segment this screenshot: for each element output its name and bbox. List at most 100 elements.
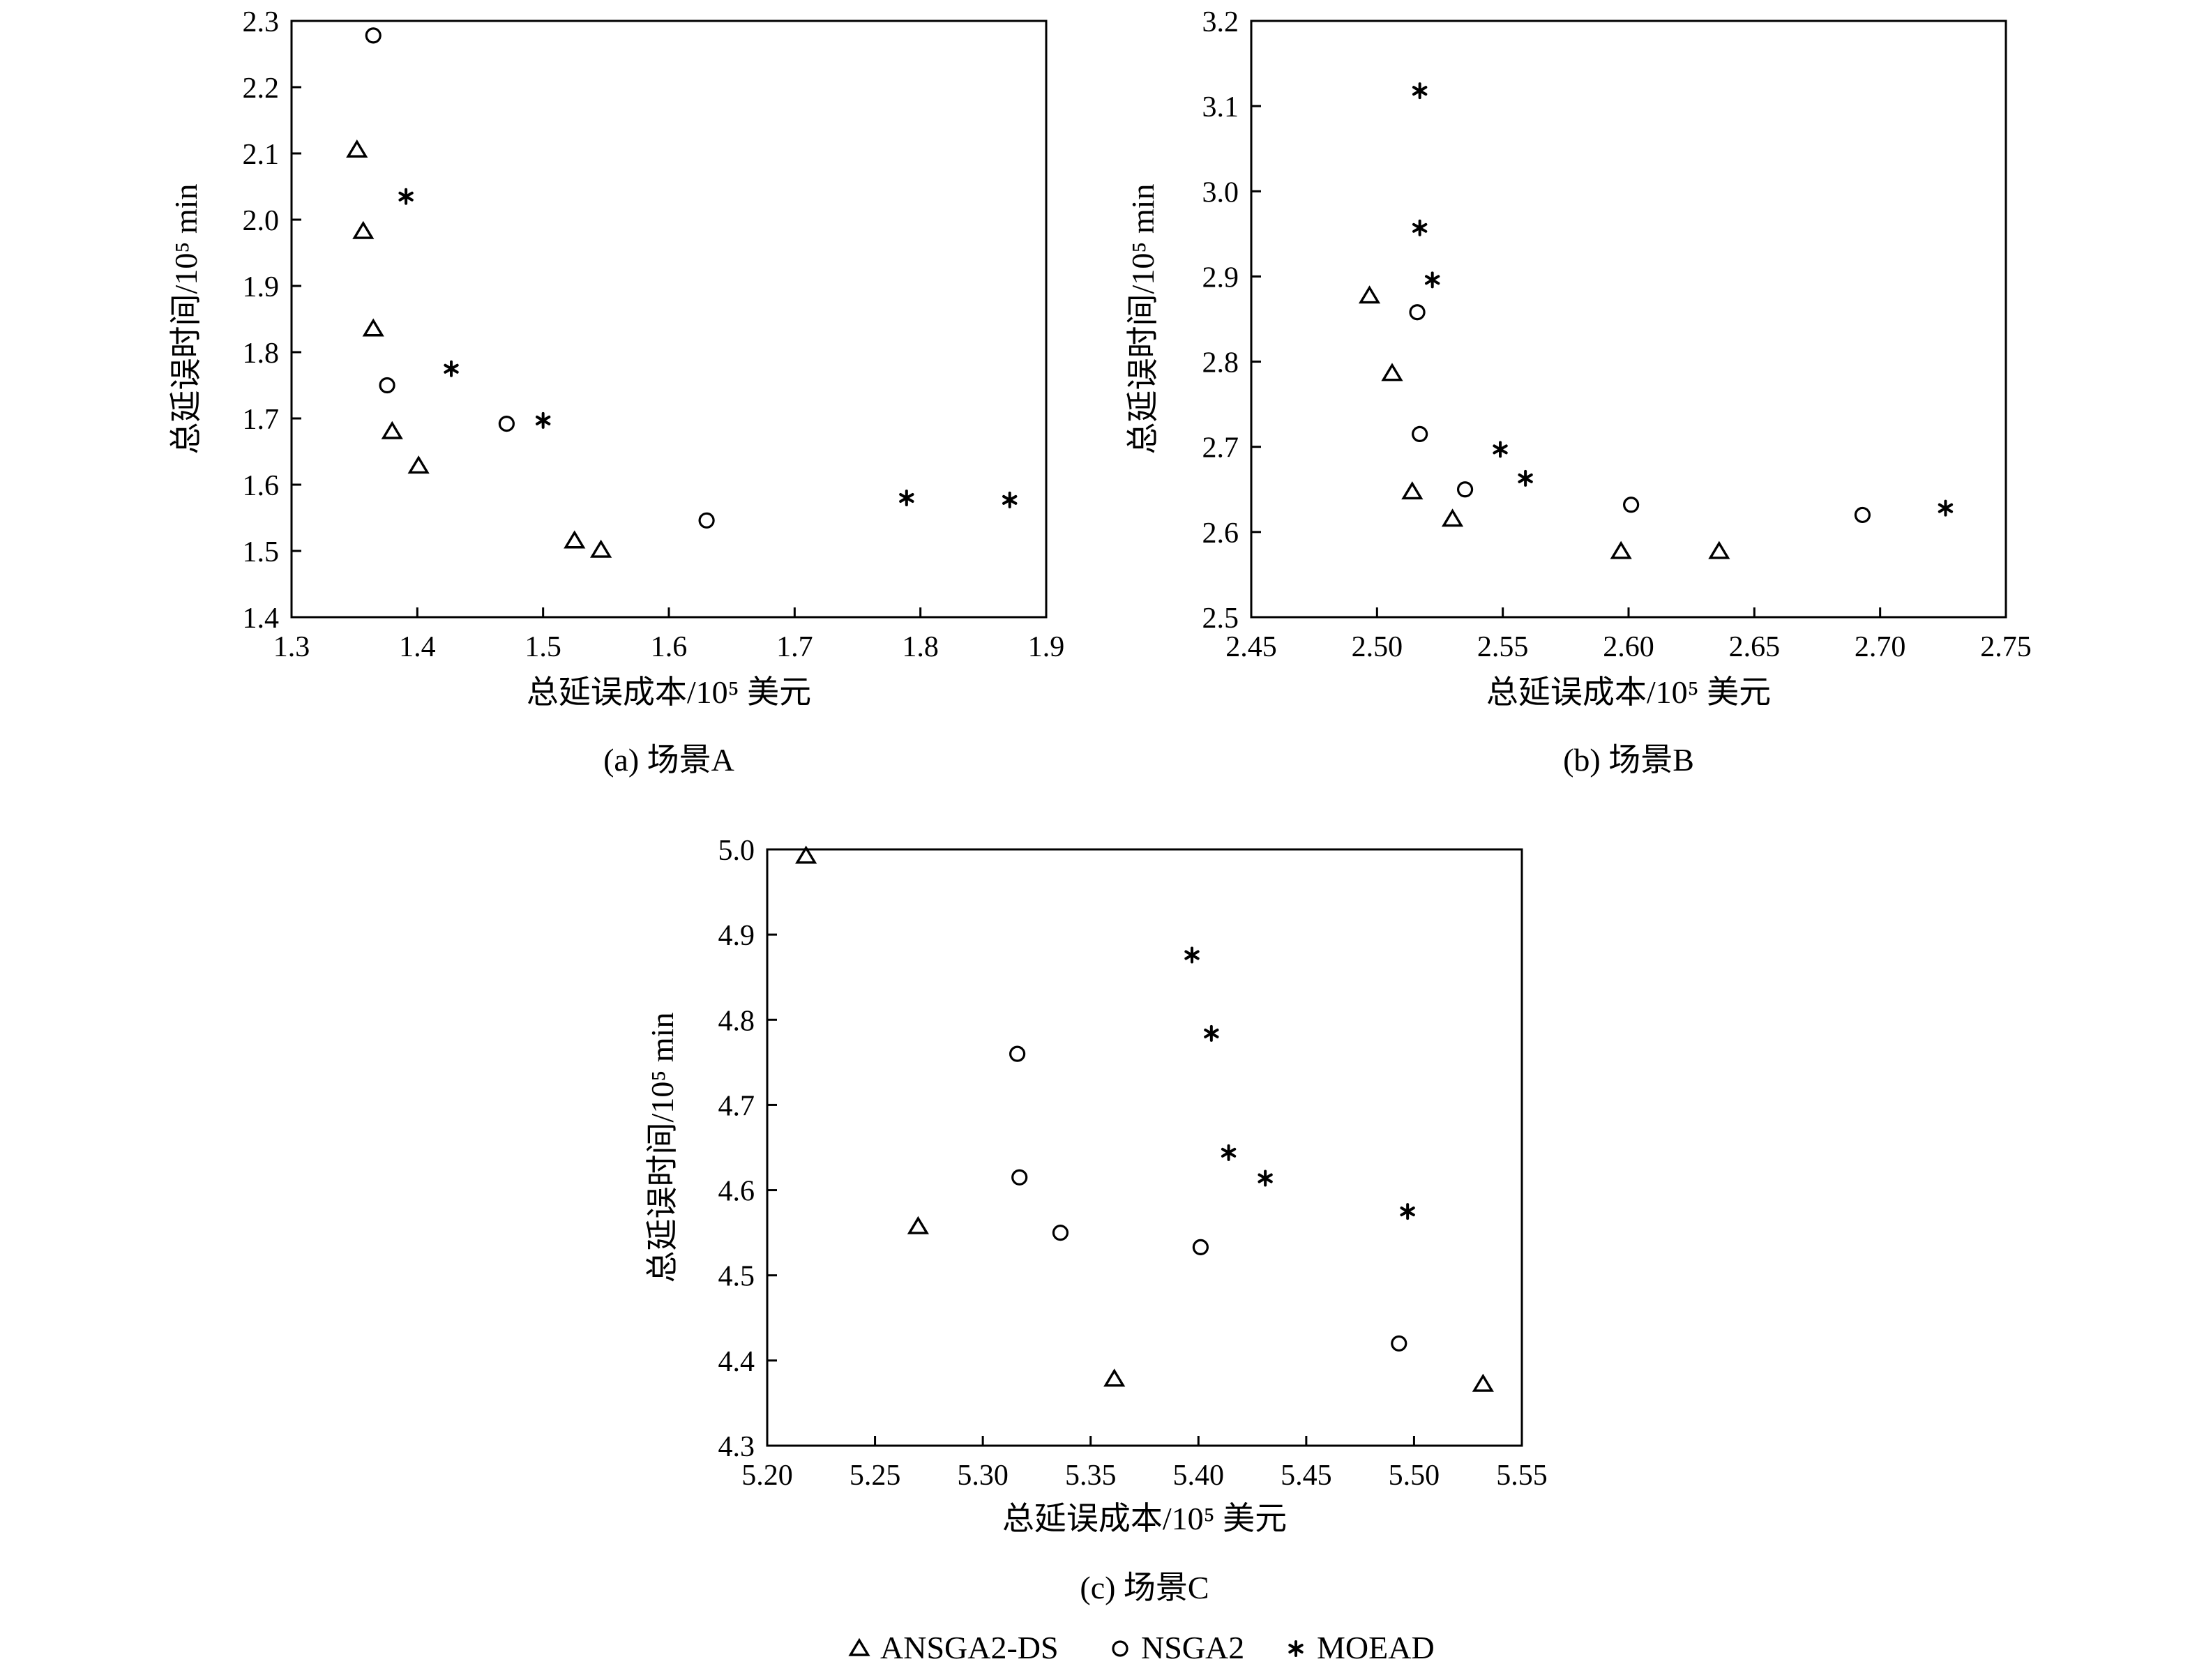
y-tick-label: 2.2 <box>243 73 280 105</box>
triangle-point <box>795 845 817 864</box>
asterisk-point <box>1002 491 1018 508</box>
x-tick-label: 5.50 <box>1389 1460 1440 1492</box>
y-tick-label: 2.3 <box>243 6 280 38</box>
legend-asterisk-marker <box>1288 1640 1304 1657</box>
triangle-point <box>1441 508 1464 527</box>
x-tick-label: 2.55 <box>1477 631 1529 663</box>
series-NSGA2 <box>1409 304 1871 524</box>
triangle-point <box>1103 1368 1126 1387</box>
chart-panel-0: 1.3 1.4 1.5 1.6 1.7 1.8 1.91.41.51.61.71.81.92… <box>168 6 1064 778</box>
y-axis-label: 总延误时间/10⁵ min <box>168 184 204 455</box>
triangle-point <box>907 1216 930 1234</box>
x-tick-label: 1.8 <box>902 631 939 663</box>
y-tick-label: 2.1 <box>243 139 280 171</box>
triangle-point <box>1472 1373 1494 1392</box>
asterisk-point <box>1493 441 1508 458</box>
circle-point <box>1409 304 1426 321</box>
y-tick-label: 2.6 <box>1202 517 1239 550</box>
x-tick-label: 5.30 <box>957 1460 1009 1492</box>
asterisk-point <box>1400 1203 1415 1220</box>
triangle-point <box>590 539 612 558</box>
asterisk-point <box>1412 219 1428 236</box>
x-tick-label: 5.40 <box>1173 1460 1225 1492</box>
x-tick-label: 5.20 <box>741 1460 793 1492</box>
x-tick-label: 2.65 <box>1729 631 1781 663</box>
x-tick-label: 1.9 <box>1028 631 1065 663</box>
y-tick-label: 2.5 <box>1202 603 1239 635</box>
asterisk-point <box>1258 1170 1273 1187</box>
x-tick-label: 2.50 <box>1352 631 1403 663</box>
asterisk-point <box>1938 499 1954 517</box>
circle-point <box>1192 1239 1209 1256</box>
asterisk-point <box>1204 1024 1219 1042</box>
y-tick-label: 4.8 <box>718 1005 755 1037</box>
y-tick-label: 1.4 <box>243 603 280 635</box>
circle-point <box>1011 1169 1028 1186</box>
x-tick-label: 1.6 <box>651 631 688 663</box>
asterisk-point <box>1221 1144 1237 1161</box>
circle-point <box>365 27 382 44</box>
y-tick-label: 1.7 <box>243 404 280 436</box>
legend-triangle-marker <box>848 1637 870 1656</box>
asterisk-point <box>1184 946 1200 964</box>
x-tick-label: 1.7 <box>776 631 813 663</box>
legend-circle-marker <box>1112 1640 1128 1657</box>
circle-point <box>498 415 515 432</box>
y-axis-label: 总延误时间/10⁵ min <box>1125 184 1161 455</box>
legend-label: ANSGA2-DS <box>880 1630 1059 1665</box>
plot-frame <box>766 848 1523 1447</box>
legend-label: NSGA2 <box>1141 1630 1244 1665</box>
triangle-point <box>1610 540 1632 559</box>
x-tick-label: 2.60 <box>1603 631 1654 663</box>
circle-point <box>1412 425 1428 442</box>
triangle-point <box>564 530 586 549</box>
y-tick-label: 4.4 <box>718 1346 755 1378</box>
y-tick-label: 2.0 <box>243 205 280 237</box>
x-tick-label: 1.4 <box>399 631 436 663</box>
triangle-point <box>352 220 375 239</box>
asterisk-point <box>398 188 414 205</box>
triangle-point <box>1708 540 1730 559</box>
y-tick-label: 3.0 <box>1202 176 1239 209</box>
y-axis-label: 总延误时间/10⁵ min <box>644 1013 680 1283</box>
series-NSGA2 <box>1009 1045 1407 1352</box>
chart-panel-1: 2.45 2.50 2.55 2.60 2.65 2.70 2.75 2.5 2.6 2.7 2.8… <box>1125 6 2032 778</box>
series-NSGA2 <box>365 27 715 529</box>
y-tick-label: 1.5 <box>243 536 280 568</box>
triangle-point <box>1381 363 1403 381</box>
triangle-point <box>381 421 403 439</box>
circle-point <box>1456 481 1474 498</box>
series-ANSGA2-DS <box>346 139 612 558</box>
circle-point <box>1854 506 1871 524</box>
series-MOEAD <box>398 188 1018 508</box>
y-tick-label: 4.7 <box>718 1090 755 1122</box>
panel-caption: (c) 场景C <box>1080 1570 1209 1605</box>
circle-point <box>1391 1335 1407 1352</box>
y-tick-label: 2.7 <box>1202 432 1239 464</box>
x-tick-label: 5.55 <box>1496 1460 1548 1492</box>
y-tick-label: 4.5 <box>718 1261 755 1293</box>
asterisk-point <box>899 490 914 506</box>
circle-point <box>1009 1045 1026 1062</box>
triangle-point <box>407 455 430 474</box>
plot-frame <box>1250 20 2007 619</box>
asterisk-point <box>1412 82 1428 100</box>
circle-point <box>379 377 395 394</box>
y-tick-label: 5.0 <box>718 835 755 867</box>
x-tick-label: 5.25 <box>850 1460 901 1492</box>
series-MOEAD <box>1184 946 1415 1220</box>
circle-point <box>698 512 715 529</box>
y-tick-label: 1.8 <box>243 338 280 370</box>
x-tick-label: 2.45 <box>1225 631 1277 663</box>
triangle-point <box>1358 285 1381 304</box>
y-tick-label: 3.2 <box>1202 6 1239 38</box>
series-MOEAD <box>1412 82 1954 517</box>
circle-point <box>1623 497 1640 513</box>
y-tick-label: 2.9 <box>1202 262 1239 294</box>
series-ANSGA2-DS <box>1358 285 1730 559</box>
triangle-point <box>346 139 368 158</box>
x-axis-label: 总延误成本/10⁵ 美元 <box>1486 674 1771 710</box>
plot-frame <box>290 20 1048 619</box>
panel-caption: (b) 场景B <box>1563 742 1694 778</box>
